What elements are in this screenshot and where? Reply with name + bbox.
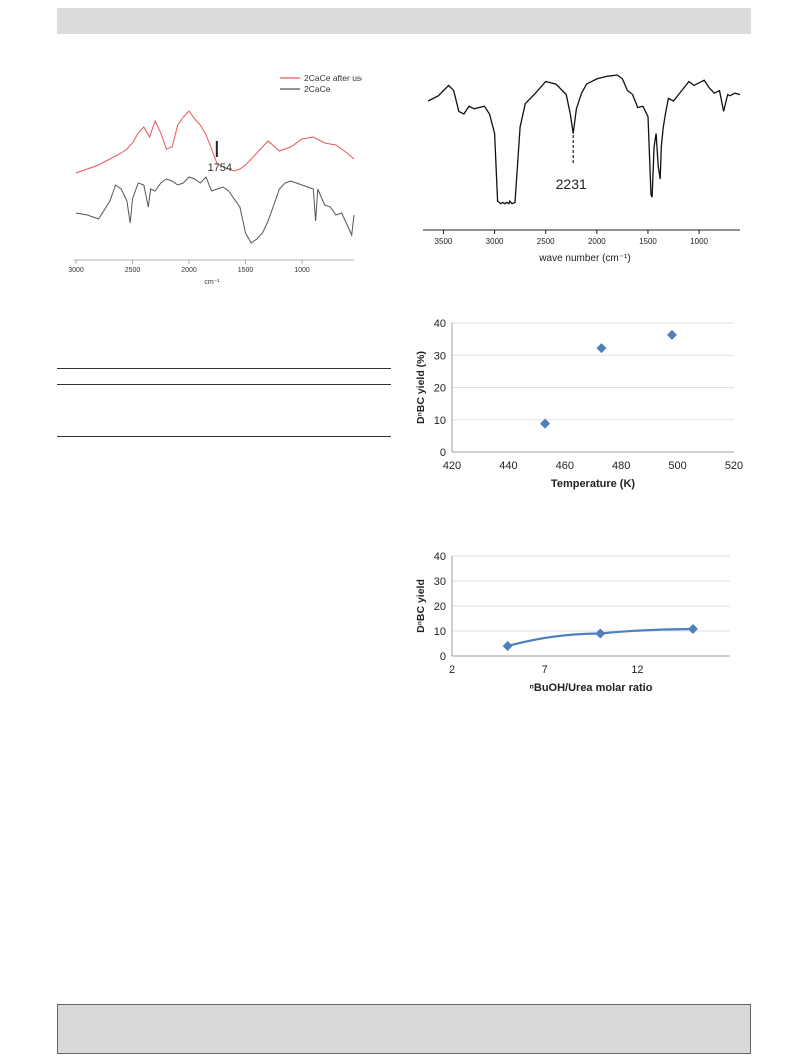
ftir-2231-x-tick-label: 3500 bbox=[435, 237, 453, 246]
ftir-2231-annotation: 2231 bbox=[556, 176, 587, 192]
ftir-2231-x-tick-label: 2500 bbox=[537, 237, 555, 246]
ftir-2231-x-tick-label: 1500 bbox=[639, 237, 657, 246]
ftir-2231-x-tick-label: 1000 bbox=[690, 237, 708, 246]
table-rule-mid bbox=[57, 384, 391, 385]
yield-temp-y-tick-label: 40 bbox=[434, 318, 446, 330]
yield-ratio-data-point bbox=[687, 624, 698, 634]
yield-temp-data-point bbox=[596, 343, 607, 354]
yield-temp-y-tick-label: 0 bbox=[440, 447, 446, 459]
ftir-catalyst-x-tick-label: 3000 bbox=[68, 267, 84, 274]
ftir-catalyst-x-tick-label: 1000 bbox=[294, 267, 310, 274]
yield-ratio-data-point bbox=[502, 641, 513, 651]
yield-temp-y-tick-label: 30 bbox=[434, 350, 446, 362]
ftir-catalyst-x-tick-label: 2000 bbox=[181, 267, 197, 274]
yield-temp-x-tick-label: 500 bbox=[668, 460, 686, 472]
yield-temp-y-tick-label: 20 bbox=[434, 383, 446, 395]
yield-ratio-chart: 0 10 20 30 40 2 7 12 ⁿBuOH/Urea molar ratio DⁿBC… bbox=[415, 551, 730, 694]
page-footer-box bbox=[57, 1004, 751, 1054]
ftir-catalyst-legend-label: 2CaCe after use bbox=[304, 73, 362, 83]
yield-ratio-x-label: ⁿBuOH/Urea molar ratio bbox=[530, 682, 653, 694]
page-header-bar bbox=[57, 8, 751, 34]
table-rule-top bbox=[57, 368, 391, 369]
yield-ratio-x-tick-label: 7 bbox=[542, 664, 548, 676]
ftir-2231-chart: 3500 3000 2500 2000 1500 1000 wave number (cm⁻… bbox=[423, 74, 741, 264]
ftir-catalyst-series-0 bbox=[75, 110, 355, 174]
ftir-catalyst-x-tick-label: 2500 bbox=[125, 267, 141, 274]
ftir-2231-x-label: wave number (cm⁻¹) bbox=[538, 253, 630, 264]
yield-temperature-chart: 0 10 20 30 40 420 440 460 480 500 520 Temperature … bbox=[415, 318, 743, 490]
ftir-catalyst-x-label: cm⁻¹ bbox=[204, 279, 220, 286]
yield-temp-y-tick-label: 10 bbox=[434, 415, 446, 427]
yield-temp-x-tick-label: 480 bbox=[612, 460, 630, 472]
table-rule-bottom bbox=[57, 436, 391, 437]
yield-temp-data-point bbox=[540, 418, 551, 429]
ftir-catalyst-legend-label: 2CaCe bbox=[304, 84, 331, 94]
yield-ratio-y-label: DⁿBC yield bbox=[415, 579, 427, 633]
ftir-2231-series bbox=[427, 74, 741, 205]
yield-temp-y-label: DⁿBC yield (%) bbox=[415, 351, 427, 424]
ftir-2231-x-tick-label: 3000 bbox=[486, 237, 504, 246]
yield-temp-x-tick-label: 520 bbox=[725, 460, 743, 472]
yield-temp-x-label: Temperature (K) bbox=[551, 478, 635, 490]
yield-ratio-x-tick-label: 2 bbox=[449, 664, 455, 676]
ftir-catalyst-x-tick-label: 1500 bbox=[238, 267, 254, 274]
yield-ratio-y-tick-label: 40 bbox=[434, 551, 446, 563]
yield-ratio-x-tick-label: 12 bbox=[631, 664, 643, 676]
ftir-catalyst-annotation: 1754 bbox=[208, 162, 232, 174]
yield-temp-x-tick-label: 420 bbox=[443, 460, 461, 472]
yield-temp-data-point bbox=[666, 329, 677, 340]
yield-ratio-y-tick-label: 30 bbox=[434, 576, 446, 588]
yield-temp-x-tick-label: 440 bbox=[499, 460, 517, 472]
ftir-catalyst-series-1 bbox=[75, 176, 355, 244]
yield-temp-x-tick-label: 460 bbox=[556, 460, 574, 472]
yield-ratio-y-tick-label: 20 bbox=[434, 601, 446, 613]
yield-ratio-data-point bbox=[595, 628, 606, 639]
ftir-2231-x-tick-label: 2000 bbox=[588, 237, 606, 246]
ftir-catalyst-chart: 3000 2500 2000 1500 1000 cm⁻¹ 2CaCe after use… bbox=[68, 73, 362, 286]
yield-ratio-y-tick-label: 0 bbox=[440, 651, 446, 663]
yield-ratio-y-tick-label: 10 bbox=[434, 626, 446, 638]
